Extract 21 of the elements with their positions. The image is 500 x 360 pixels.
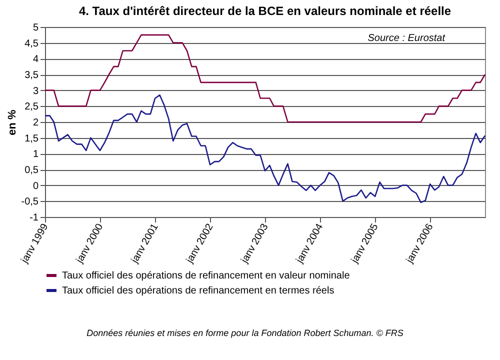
y-tick-label: 2,5	[24, 102, 39, 113]
y-tick-label: 5	[32, 22, 39, 34]
line-series	[44, 94, 486, 204]
text: Données réunies et mises en forme pour la Fondation Robert Schuman. © FRS	[86, 328, 404, 338]
y-tick-label: 3	[32, 86, 39, 97]
legend-label: Taux officiel des opérations de refinancement en termes réels	[62, 286, 334, 296]
y-tick-label: 1,5	[24, 133, 39, 144]
y-tick-label: 0,5	[24, 165, 39, 176]
y-tick-label: 3,5	[24, 70, 39, 81]
y-axis-title: en %	[6, 109, 18, 136]
y-tick-label: -1	[30, 212, 39, 224]
y-tick-label: 2	[32, 118, 39, 128]
chart-title: 4. Taux d'intérêt directeur de la BCE en valeurs nominale et réelle	[78, 4, 452, 18]
annotation: Source : Eurostat	[368, 33, 446, 44]
line-series	[44, 34, 486, 123]
y-tick-label: 4,5	[24, 38, 39, 50]
legend-label: Taux officiel des opérations de refinancement en valeur nominale	[62, 270, 350, 282]
y-tick-label: -0,5	[21, 196, 39, 208]
y-tick-label: 0	[32, 180, 39, 192]
y-tick-label: 1	[32, 149, 39, 160]
y-tick-label: 4	[32, 54, 39, 66]
